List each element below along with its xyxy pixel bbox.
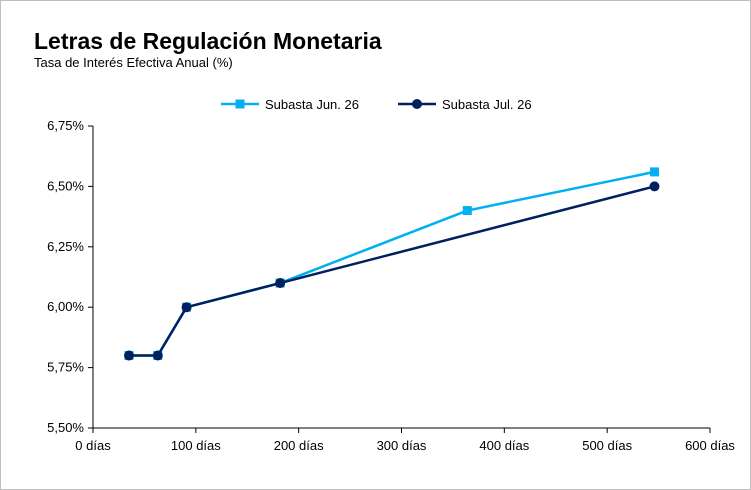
x-tick-label: 100 días <box>171 438 221 453</box>
y-tick-label: 6,25% <box>47 239 84 254</box>
series-2-point <box>275 278 286 289</box>
series-line-2 <box>128 185 655 357</box>
y-tick-label: 5,75% <box>47 360 84 375</box>
legend-label-2: Subasta Jul. 26 <box>442 97 532 112</box>
series-2-point <box>123 350 134 361</box>
x-tick-label: 0 días <box>75 438 111 453</box>
legend-label-1: Subasta Jun. 26 <box>265 97 359 112</box>
legend-marker-2 <box>412 99 422 109</box>
x-tick-label: 400 días <box>479 438 529 453</box>
chart-subtitle: Tasa de Interés Efectiva Anual (%) <box>34 55 233 70</box>
series-line-1 <box>128 170 655 357</box>
series-1-point <box>462 206 472 216</box>
series-2-point <box>181 302 192 313</box>
y-tick-label: 6,75% <box>47 118 84 133</box>
x-tick-label: 300 días <box>377 438 427 453</box>
y-tick-label: 5,50% <box>47 420 84 435</box>
series-1-point <box>649 167 659 177</box>
chart-title: Letras de Regulación Monetaria <box>34 28 382 54</box>
x-tick-label: 600 días <box>685 438 735 453</box>
series-2-point <box>152 350 163 361</box>
legend-marker-1 <box>235 99 245 109</box>
y-tick-label: 6,00% <box>47 299 84 314</box>
y-tick-label: 6,50% <box>47 178 84 193</box>
series-2-point <box>649 181 660 192</box>
x-tick-label: 200 días <box>274 438 324 453</box>
x-tick-label: 500 días <box>582 438 632 453</box>
